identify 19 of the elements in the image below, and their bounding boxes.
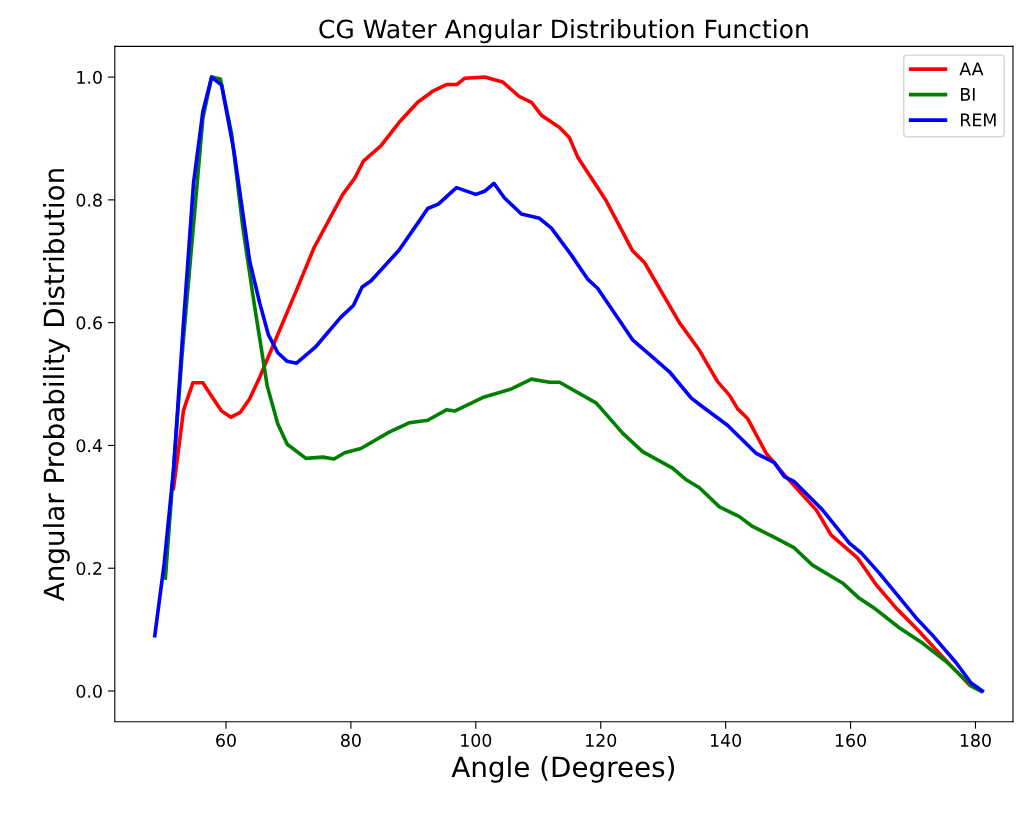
x-tick-label: 160 <box>835 733 866 747</box>
y-tick-label: 0.6 <box>76 316 102 330</box>
x-axis-title: Angle (Degrees) <box>451 755 675 783</box>
x-tick-label: 100 <box>461 733 492 747</box>
legend-label: REM <box>961 113 996 127</box>
y-axis-title: Angular Probability Distribution <box>42 169 70 602</box>
y-tick-label: 0.4 <box>76 439 103 453</box>
y-tick-label: 0.2 <box>76 561 102 576</box>
y-tick-label: 0.8 <box>76 193 102 207</box>
x-tick-label: 180 <box>960 733 991 747</box>
x-tick-label: 140 <box>710 733 742 747</box>
legend-label: BI <box>961 88 975 101</box>
y-tick-label: 0.0 <box>76 684 102 698</box>
y-tick-label: 1.0 <box>77 70 102 84</box>
x-tick-label: 60 <box>216 733 236 747</box>
legend-label: AA <box>959 62 984 76</box>
x-tick-label: 120 <box>586 733 617 747</box>
x-tick-label: 80 <box>341 733 361 747</box>
chart-title: CG Water Angular Distribution Function <box>319 19 808 44</box>
